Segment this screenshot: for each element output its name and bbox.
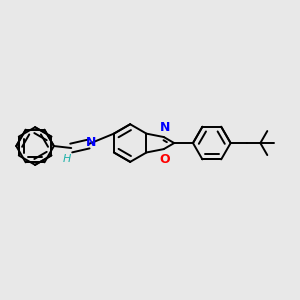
Text: N: N [86, 136, 97, 148]
Text: O: O [160, 154, 170, 166]
Text: H: H [63, 154, 71, 164]
Text: N: N [160, 121, 170, 134]
